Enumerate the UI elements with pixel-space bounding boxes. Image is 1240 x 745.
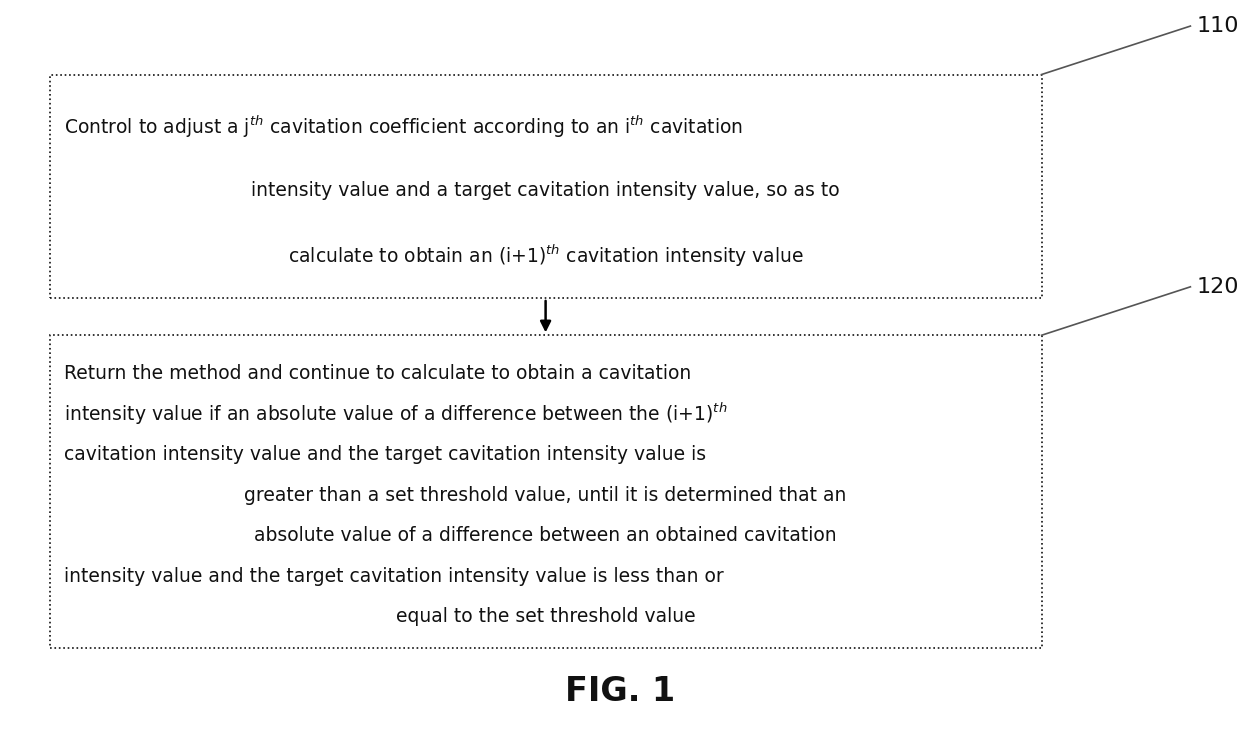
Text: 120: 120 [1197, 277, 1239, 297]
Text: 110: 110 [1197, 16, 1239, 36]
Text: Return the method and continue to calculate to obtain a cavitation: Return the method and continue to calcul… [64, 364, 692, 384]
Text: Control to adjust a j$^{th}$ cavitation coefficient according to an i$^{th}$ cav: Control to adjust a j$^{th}$ cavitation … [64, 113, 744, 139]
Text: equal to the set threshold value: equal to the set threshold value [396, 607, 696, 626]
Text: intensity value and the target cavitation intensity value is less than or: intensity value and the target cavitatio… [64, 567, 724, 586]
FancyBboxPatch shape [50, 335, 1042, 648]
Text: intensity value if an absolute value of a difference between the (i+1)$^{th}$: intensity value if an absolute value of … [64, 402, 728, 428]
FancyBboxPatch shape [50, 74, 1042, 298]
Text: cavitation intensity value and the target cavitation intensity value is: cavitation intensity value and the targe… [64, 446, 707, 464]
Text: absolute value of a difference between an obtained cavitation: absolute value of a difference between a… [254, 526, 837, 545]
Text: greater than a set threshold value, until it is determined that an: greater than a set threshold value, unti… [244, 486, 847, 504]
Text: FIG. 1: FIG. 1 [565, 675, 675, 708]
Text: intensity value and a target cavitation intensity value, so as to: intensity value and a target cavitation … [252, 182, 839, 200]
Text: calculate to obtain an (i+1)$^{th}$ cavitation intensity value: calculate to obtain an (i+1)$^{th}$ cavi… [288, 242, 804, 269]
